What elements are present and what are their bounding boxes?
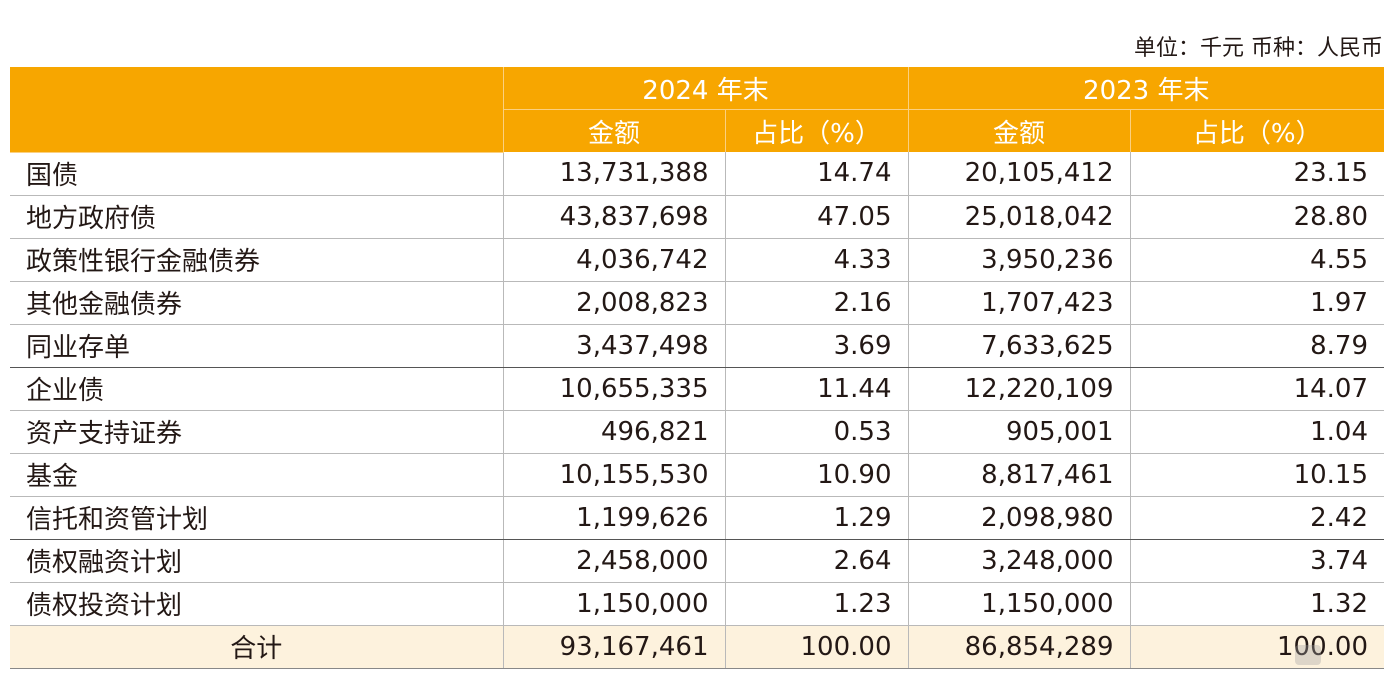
row-label: 资产支持证券 <box>10 410 503 454</box>
header-row-columns: 金额 占比（%） 金额 占比（%） <box>10 109 1384 152</box>
amount-2024: 10,655,335 <box>502 367 725 411</box>
unit-label: 单位：千元 币种：人民币 <box>1134 36 1383 61</box>
ratio-2023: 28.80 <box>1129 195 1384 239</box>
ratio-2024: 14.74 <box>724 152 908 196</box>
table-row: 信托和资管计划 1,199,626 1.29 2,098,980 2.42 <box>10 496 1384 540</box>
total-amount-2024: 93,167,461 <box>502 625 725 669</box>
table-row: 基金 10,155,530 10.90 8,817,461 10.15 <box>10 453 1384 497</box>
table-body: 国债 13,731,388 14.74 20,105,412 23.15 地方政… <box>10 152 1384 669</box>
amount-2024: 43,837,698 <box>502 195 725 239</box>
row-label: 信托和资管计划 <box>10 496 503 540</box>
header-ratio-2024: 占比（%） <box>724 109 908 152</box>
amount-2023: 1,707,423 <box>907 281 1130 325</box>
ratio-2023: 14.07 <box>1129 367 1384 411</box>
row-label: 债权投资计划 <box>10 582 503 626</box>
row-label: 地方政府债 <box>10 195 503 239</box>
amount-2023: 3,248,000 <box>907 539 1130 583</box>
ratio-2023: 2.42 <box>1129 496 1384 540</box>
amount-2023: 7,633,625 <box>907 324 1130 368</box>
amount-2023: 3,950,236 <box>907 238 1130 282</box>
table-row: 债权融资计划 2,458,000 2.64 3,248,000 3.74 <box>10 539 1384 583</box>
total-amount-2023: 86,854,289 <box>907 625 1130 669</box>
header-amount-2023: 金额 <box>907 109 1130 152</box>
ratio-2023: 1.32 <box>1129 582 1384 626</box>
amount-2024: 3,437,498 <box>502 324 725 368</box>
table-row: 同业存单 3,437,498 3.69 7,633,625 8.79 <box>10 324 1384 368</box>
table-row: 地方政府债 43,837,698 47.05 25,018,042 28.80 <box>10 195 1384 239</box>
table-row: 资产支持证券 496,821 0.53 905,001 1.04 <box>10 410 1384 454</box>
amount-2024: 2,008,823 <box>502 281 725 325</box>
watermark-logo-icon <box>1295 645 1321 665</box>
table-header: 2024 年末 2023 年末 金额 占比（%） 金额 占比（%） <box>10 67 1384 153</box>
amount-2023: 25,018,042 <box>907 195 1130 239</box>
header-ratio-2023: 占比（%） <box>1129 109 1384 152</box>
row-label: 国债 <box>10 152 503 196</box>
header-corner <box>10 67 503 153</box>
ratio-2024: 10.90 <box>724 453 908 497</box>
ratio-2024: 2.16 <box>724 281 908 325</box>
row-label: 其他金融债券 <box>10 281 503 325</box>
amount-2024: 13,731,388 <box>502 152 725 196</box>
amount-2023: 12,220,109 <box>907 367 1130 411</box>
ratio-2024: 3.69 <box>724 324 908 368</box>
amount-2023: 1,150,000 <box>907 582 1130 626</box>
ratio-2024: 1.29 <box>724 496 908 540</box>
amount-2023: 2,098,980 <box>907 496 1130 540</box>
ratio-2023: 1.04 <box>1129 410 1384 454</box>
table-row: 债权投资计划 1,150,000 1.23 1,150,000 1.32 <box>10 582 1384 626</box>
row-label: 企业债 <box>10 367 503 411</box>
amount-2024: 1,150,000 <box>502 582 725 626</box>
header-amount-2024: 金额 <box>502 109 725 152</box>
row-label: 同业存单 <box>10 324 503 368</box>
table-row: 政策性银行金融债券 4,036,742 4.33 3,950,236 4.55 <box>10 238 1384 282</box>
total-label: 合计 <box>10 625 503 669</box>
row-label: 政策性银行金融债券 <box>10 238 503 282</box>
table-row: 企业债 10,655,335 11.44 12,220,109 14.07 <box>10 367 1384 411</box>
ratio-2024: 11.44 <box>724 367 908 411</box>
amount-2023: 8,817,461 <box>907 453 1130 497</box>
header-row-years: 2024 年末 2023 年末 <box>10 67 1384 153</box>
amount-2024: 1,199,626 <box>502 496 725 540</box>
ratio-2023: 3.74 <box>1129 539 1384 583</box>
ratio-2023: 4.55 <box>1129 238 1384 282</box>
total-ratio-2024: 100.00 <box>724 625 908 669</box>
header-year-2023: 2023 年末 <box>907 67 1384 110</box>
table-row: 国债 13,731,388 14.74 20,105,412 23.15 <box>10 152 1384 196</box>
row-label: 基金 <box>10 453 503 497</box>
ratio-2023: 8.79 <box>1129 324 1384 368</box>
ratio-2024: 4.33 <box>724 238 908 282</box>
table-row: 其他金融债券 2,008,823 2.16 1,707,423 1.97 <box>10 281 1384 325</box>
ratio-2023: 1.97 <box>1129 281 1384 325</box>
header-year-2024: 2024 年末 <box>502 67 908 110</box>
ratio-2024: 1.23 <box>724 582 908 626</box>
amount-2024: 496,821 <box>502 410 725 454</box>
amount-2024: 4,036,742 <box>502 238 725 282</box>
total-row: 合计 93,167,461 100.00 86,854,289 100.00 <box>10 625 1384 669</box>
amount-2023: 905,001 <box>907 410 1130 454</box>
amount-2024: 2,458,000 <box>502 539 725 583</box>
ratio-2023: 10.15 <box>1129 453 1384 497</box>
total-ratio-2023: 100.00 <box>1129 625 1384 669</box>
ratio-2024: 47.05 <box>724 195 908 239</box>
ratio-2024: 0.53 <box>724 410 908 454</box>
ratio-2024: 2.64 <box>724 539 908 583</box>
row-label: 债权融资计划 <box>10 539 503 583</box>
ratio-2023: 23.15 <box>1129 152 1384 196</box>
amount-2023: 20,105,412 <box>907 152 1130 196</box>
amount-2024: 10,155,530 <box>502 453 725 497</box>
investment-table: 2024 年末 2023 年末 金额 占比（%） 金额 占比（%） 国债 13,… <box>10 67 1384 669</box>
